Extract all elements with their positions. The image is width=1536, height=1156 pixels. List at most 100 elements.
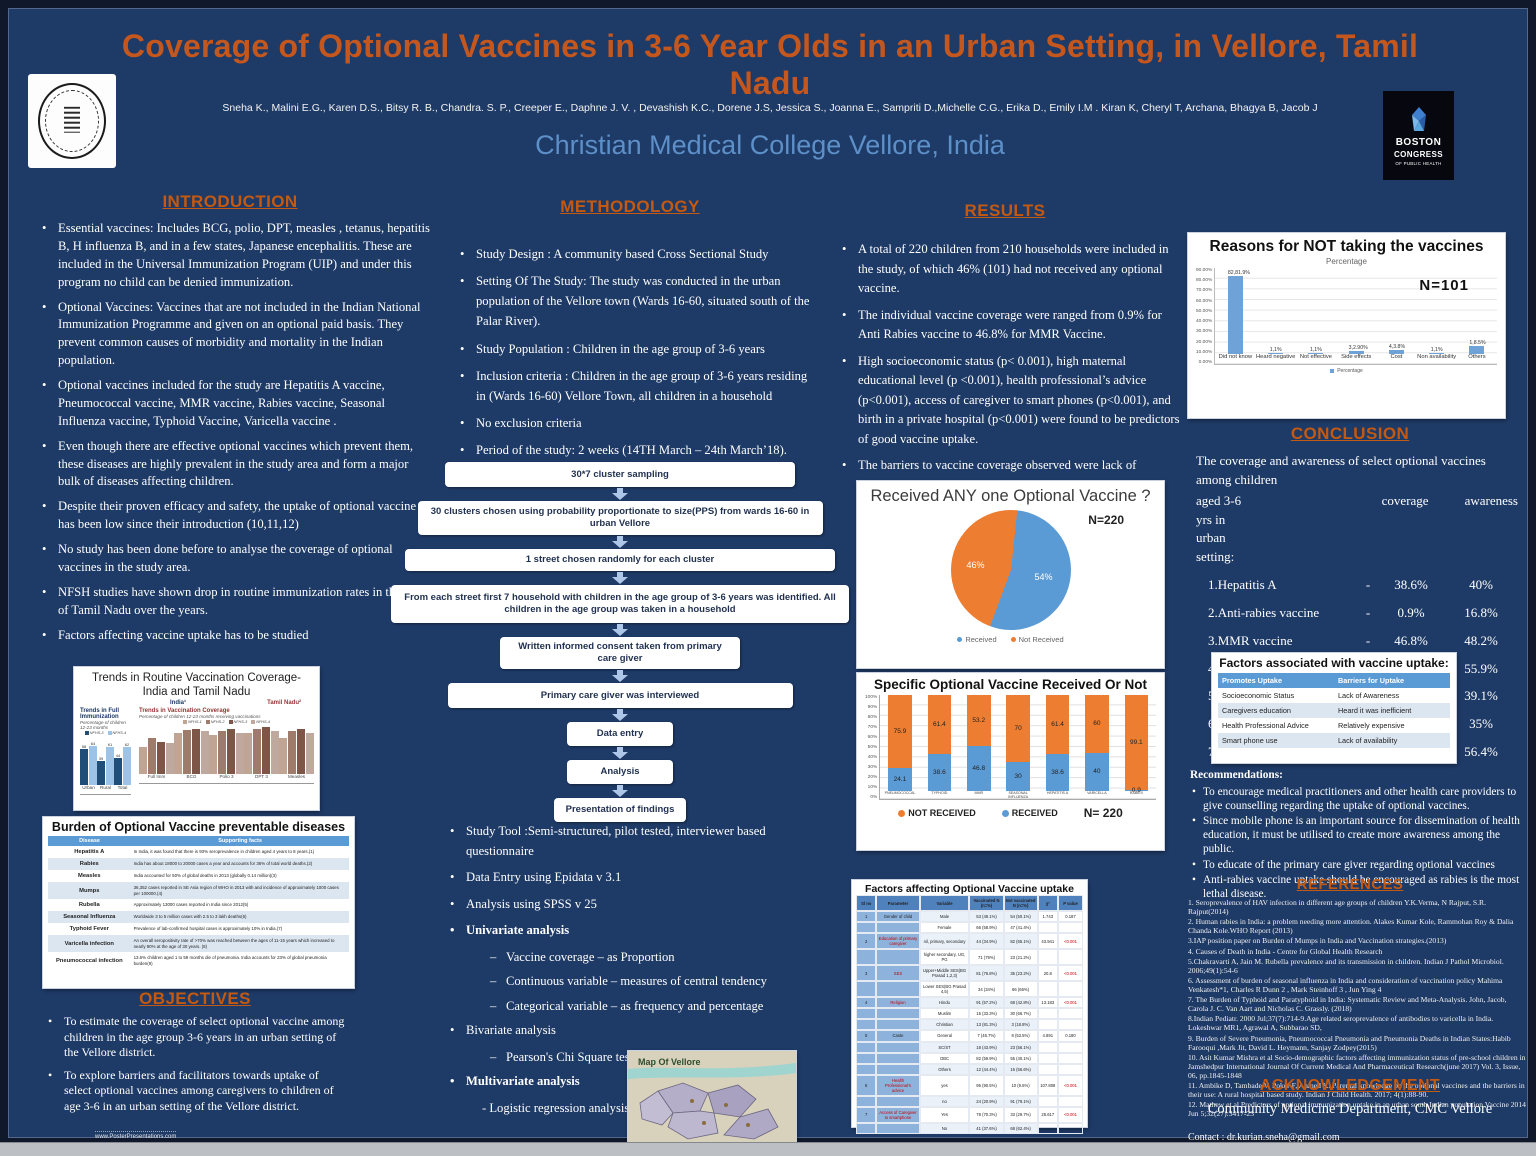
slno-cell — [856, 1063, 877, 1075]
fact-cell: Approximately 13000 cases reported in In… — [133, 902, 249, 908]
y-tick-label: 20.00% — [1196, 339, 1213, 345]
sc-seg: 38.6 — [927, 753, 952, 791]
bc-bw: 1,1% — [1268, 268, 1284, 354]
tn-chart-title: Trends in Vaccination Coverage — [139, 707, 230, 714]
acknowledgement-heading: ACKNOWLEDGEMENT — [1259, 1077, 1441, 1094]
bc-group: Full Imm — [139, 725, 174, 783]
bc-group: DPT 3 — [244, 725, 279, 783]
dash: - — [1365, 604, 1371, 620]
table-row: Christian 13 (81.3%) 3 (18.8%) — [856, 1019, 1083, 1031]
bc-bw — [227, 725, 235, 774]
bc-group: BCG — [174, 725, 209, 783]
legend-swatch-icon — [183, 719, 188, 724]
legend-label: NFHS-3 — [233, 719, 248, 724]
bc-bar — [288, 730, 296, 774]
methodology-bullet: No exclusion criteria — [458, 413, 810, 433]
burden-col-facts: Supporting facts — [218, 838, 262, 844]
factors-table-header: Sl no Parameter Variable Vaccinated N (n… — [856, 895, 1083, 912]
legend-label: RECEIVED — [1011, 808, 1058, 818]
sc-seg: 61.4 — [927, 695, 952, 754]
bc-bw: 39 — [97, 736, 105, 785]
bc-group: 82,81.9% Did not know — [1215, 268, 1255, 364]
sc-seg: 99.1 — [1124, 695, 1149, 791]
objectives-bullet-list: To estimate the coverage of select optio… — [46, 1014, 346, 1122]
table-row: No 41 (37.6%) 68 (62.4%) — [856, 1122, 1083, 1134]
methodology-heading: METHODOLOGY — [560, 197, 700, 216]
analysis-bullet: Study Tool :Semi-structured, pilot teste… — [448, 822, 813, 861]
boston-congress-logo: BOSTON CONGRESS OF PUBLIC HEALTH — [1383, 91, 1454, 180]
conclusion-item: 1.Hepatitis A - 38.6% 40% — [1196, 576, 1518, 595]
bc-vl: 82,81.9% — [1227, 269, 1250, 276]
bc-bar — [218, 730, 226, 774]
y-tick-label: 0.00% — [1198, 359, 1213, 365]
disease-cell: Typhoid Fever — [69, 926, 109, 932]
table-row: Hepatitis A In India, it was found that … — [48, 846, 349, 858]
map-image: Map Of Vellore — [628, 1051, 796, 1152]
bc-bw — [244, 725, 252, 774]
table-row: Measles India accounted for 50% of globa… — [48, 870, 349, 882]
bc-cat: Did not know — [1218, 354, 1253, 360]
fact-cell: 13.6% children aged 1 to 59 months die o… — [133, 955, 327, 966]
bc-bw: 64 — [89, 736, 97, 785]
bc-bar — [89, 745, 97, 785]
bc-bars: 44 62 — [114, 736, 131, 785]
methodology-bullet: Period of the study: 2 weeks (14TH March… — [458, 440, 810, 460]
bc-bw — [306, 725, 314, 774]
bc-bw: 62 — [123, 736, 131, 785]
coverage-col-label: coverage — [1381, 492, 1429, 508]
parameter-cell — [876, 981, 920, 998]
disease-cell: Varicella infection — [64, 940, 114, 947]
analysis-bullet: Data Entry using Epidata v 3.1 — [448, 868, 813, 888]
sc-seg: 24.1 — [888, 767, 912, 791]
sc-stack: 60 40 — [1085, 695, 1109, 791]
bc-bars: 1,8.5% — [1457, 268, 1497, 354]
bc-group: 1,8.5% Others — [1457, 268, 1497, 364]
variable-cell: SC/ST — [919, 1041, 970, 1053]
methodology-bullet: Setting Of The Study: The study was cond… — [458, 271, 810, 331]
variable-cell: Male — [919, 911, 970, 923]
variable-cell: General — [919, 1030, 970, 1042]
segment-value-label: 61.4 — [933, 720, 946, 728]
not-vaccinated-cell: 3 (18.8%) — [1003, 1019, 1038, 1031]
chi-cell: 13.183 — [1037, 997, 1058, 1009]
legend-swatch-icon — [251, 719, 256, 724]
bc-cat: BCG — [186, 773, 197, 779]
pie-chart-panel: Received ANY one Optional Vaccine ? N=22… — [857, 481, 1164, 668]
slno-cell: 3 — [856, 965, 877, 982]
stacked-chart-legend: NOT RECEIVED RECEIVED N= 220 — [865, 806, 1156, 820]
bc-bar — [106, 747, 114, 785]
objectives-heading: OBJECTIVES — [139, 989, 251, 1008]
not-vaccinated-cell: 66 (66%) — [1003, 981, 1038, 998]
analysis-bullet-list: Study Tool :Semi-structured, pilot teste… — [448, 822, 813, 1123]
methodology-bullet: Study Population : Children in the age g… — [458, 339, 810, 359]
parameter-cell: SES — [876, 965, 920, 982]
sc-cat: PNEUMOCOCCAL — [884, 791, 916, 795]
flowchart-box: From each street first 7 household with … — [391, 585, 849, 623]
bc-bars: 4,3.8% — [1376, 268, 1416, 354]
not-vaccinated-cell: 68 (62.4%) — [1003, 1122, 1038, 1134]
legend-entry-not-received: Not Received — [1010, 635, 1064, 644]
sc-cat: RABIES — [1129, 791, 1143, 795]
parameter-cell — [876, 1041, 920, 1053]
bc-bars: 58 64 — [80, 736, 97, 785]
barriers-cell: Heard it was inefficient — [1338, 706, 1412, 715]
sc-stack: 61.4 38.6 — [927, 695, 952, 791]
vaccinated-cell: 18 (43.9%) — [969, 1041, 1004, 1053]
not-vaccinated-cell: 30 (66.7%) — [1003, 1008, 1038, 1020]
not-vaccinated-cell: 91 (79.1%) — [1003, 1095, 1038, 1107]
legend-label: NFHS-4 — [256, 719, 270, 724]
slno-cell — [856, 1019, 877, 1031]
arrow-down-icon — [612, 488, 628, 500]
table-row: SC/ST 18 (43.9%) 23 (56.1%) — [856, 1041, 1083, 1053]
chi-cell — [1037, 981, 1058, 998]
bc-cat: Full Imm — [147, 773, 166, 779]
bc-group: 1,1% Heard negative — [1256, 268, 1296, 364]
segment-value-label: 53.2 — [972, 717, 986, 725]
y-tick-label: 50.00% — [1196, 308, 1213, 314]
methodology-bullet: Inclusion criteria : Children in the age… — [458, 366, 810, 406]
dash: - — [1365, 632, 1371, 648]
bc-vl: 39 — [98, 755, 104, 761]
reasons-chart-panel: Reasons for NOT taking the vaccines Perc… — [1188, 233, 1505, 418]
p-value-cell — [1058, 949, 1083, 966]
